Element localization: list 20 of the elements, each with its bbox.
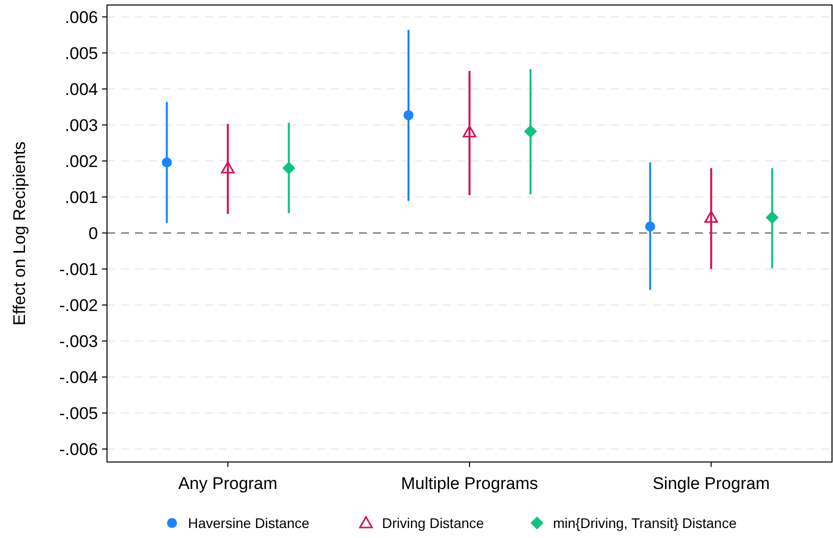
x-tick-label: Single Program	[652, 474, 770, 493]
y-tick-label: -.006	[59, 440, 98, 459]
legend-label: Haversine Distance	[188, 514, 310, 531]
y-tick-label: -.002	[59, 296, 98, 315]
y-tick-label: -.001	[59, 260, 98, 279]
y-tick-label: -.003	[59, 332, 98, 351]
y-tick-label: .002	[64, 152, 98, 171]
y-tick-label: .001	[64, 188, 98, 207]
x-tick-label: Any Program	[178, 474, 278, 493]
y-tick-label: -.004	[59, 368, 98, 387]
y-tick-label: .006	[64, 8, 98, 27]
legend-label: Driving Distance	[382, 514, 484, 531]
y-tick-label: 0	[88, 224, 98, 243]
y-tick-label: .005	[64, 44, 98, 63]
y-axis-title: Effect on Log Recipients	[10, 142, 29, 326]
y-tick-label: -.005	[59, 404, 98, 423]
x-tick-label: Multiple Programs	[401, 474, 538, 493]
y-tick-label: .004	[64, 80, 98, 99]
legend-label: min{Driving, Transit} Distance	[553, 514, 737, 531]
y-tick-label: .003	[64, 116, 98, 135]
